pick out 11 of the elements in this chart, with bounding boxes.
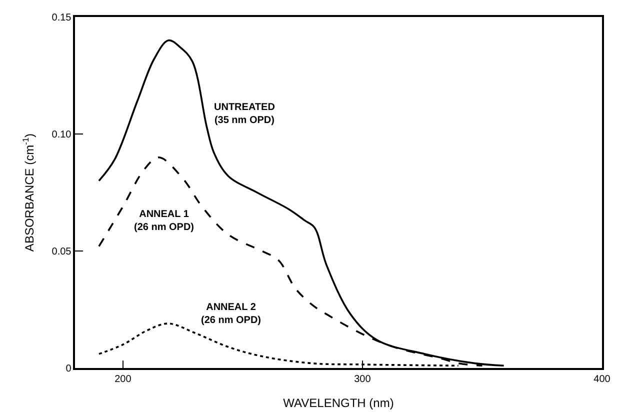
series-label: UNTREATED (35 nm OPD) (214, 102, 275, 126)
x-tick-label: 200 (114, 374, 132, 385)
series-label: ANNEAL 1 (26 nm OPD) (134, 209, 194, 233)
y-tick-label: 0 (66, 364, 72, 374)
y-tick-label: 0.15 (52, 12, 72, 24)
x-tick-label: 300 (354, 374, 372, 385)
y-tick-label: 0.10 (52, 130, 72, 140)
series-label: ANNEAL 2 (26 nm OPD) (201, 302, 262, 326)
y-tick-label: 0.05 (52, 246, 72, 258)
x-axis-title: WAVELENGTH (nm) (283, 396, 394, 410)
x-tick-label: 400 (594, 374, 611, 385)
